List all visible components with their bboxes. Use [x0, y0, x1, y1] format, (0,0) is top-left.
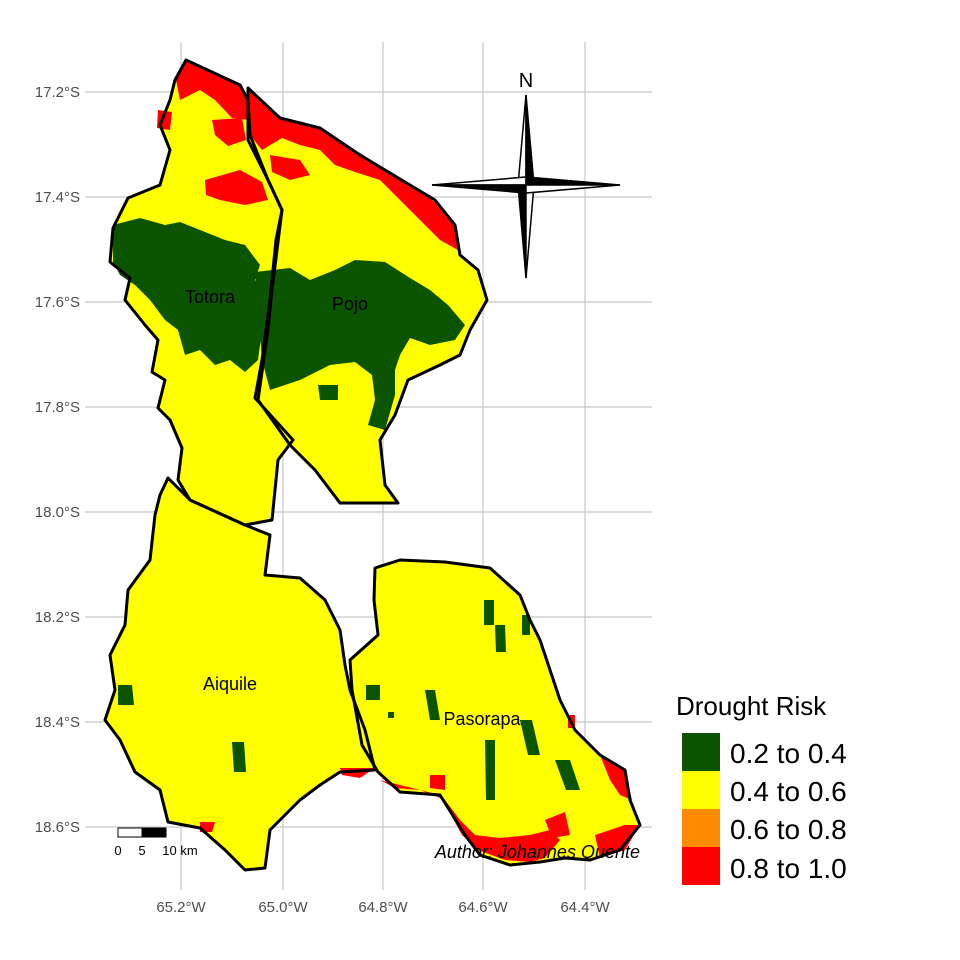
- y-tick-label: 18.4°S: [35, 714, 80, 731]
- scale-label: 0: [114, 843, 121, 858]
- y-tick-label: 17.2°S: [35, 84, 80, 101]
- border-pojo: [246, 86, 489, 505]
- y-tick-label: 17.6°S: [35, 294, 80, 311]
- risk-layer-high: [157, 60, 640, 862]
- low-risk-patch: [522, 615, 530, 635]
- region-label-aiquile: Aiquile: [203, 674, 257, 694]
- region-borders: [103, 58, 642, 872]
- region-label-pasorapa: Pasorapa: [443, 709, 521, 729]
- scale-label: 10 km: [162, 843, 197, 858]
- low-risk-patch: [388, 712, 394, 718]
- legend-swatch: [682, 809, 720, 847]
- north-arrow-icon: N: [431, 70, 621, 279]
- high-risk-patch: [205, 170, 268, 205]
- scale-bar: 0 5 10 km: [114, 827, 198, 858]
- high-risk-patch: [176, 60, 250, 120]
- high-risk-patch: [595, 825, 640, 858]
- high-risk-patch: [380, 780, 560, 862]
- region-aiquile-area: [105, 478, 375, 870]
- low-risk-patch: [318, 385, 338, 400]
- y-tick-label: 18.6°S: [35, 819, 80, 836]
- high-risk-patch: [410, 188, 450, 230]
- high-risk-patch: [600, 755, 632, 800]
- x-axis-labels: 65.2°W 65.0°W 64.8°W 64.6°W 64.4°W: [156, 899, 610, 916]
- low-risk-patch: [425, 690, 440, 720]
- legend-title: Drought Risk: [676, 691, 827, 721]
- legend-label: 0.2 to 0.4: [730, 738, 847, 769]
- border-pasorapa: [348, 558, 642, 867]
- low-risk-patch: [484, 600, 494, 625]
- north-label: N: [519, 70, 533, 92]
- x-tick-label: 65.2°W: [156, 899, 206, 916]
- low-risk-patch: [118, 685, 134, 705]
- x-tick-label: 64.6°W: [458, 899, 508, 916]
- legend-swatch: [682, 733, 720, 771]
- author-credit: Author: Johannes Quente: [434, 842, 640, 862]
- x-tick-label: 64.4°W: [560, 899, 610, 916]
- low-risk-patch: [555, 760, 580, 790]
- low-risk-patch: [520, 720, 540, 755]
- high-risk-patch: [545, 812, 570, 838]
- low-risk-patch: [485, 740, 495, 800]
- legend-label: 0.4 to 0.6: [730, 776, 847, 807]
- y-axis-labels: 17.2°S 17.4°S 17.6°S 17.8°S 18.0°S 18.2°…: [35, 84, 80, 836]
- legend-swatch: [682, 771, 720, 809]
- x-tick-label: 64.8°W: [358, 899, 408, 916]
- region-label-pojo: Pojo: [332, 294, 368, 314]
- y-tick-label: 18.2°S: [35, 609, 80, 626]
- scale-label: 5: [138, 843, 145, 858]
- low-risk-patch: [113, 218, 268, 372]
- high-risk-patch: [248, 90, 458, 250]
- low-risk-patch: [232, 742, 246, 772]
- border-aiquile: [103, 476, 377, 872]
- high-risk-patch: [430, 775, 445, 790]
- low-risk-patch: [495, 625, 506, 652]
- legend: Drought Risk 0.2 to 0.4 0.4 to 0.6 0.6 t…: [676, 691, 847, 885]
- x-tick-label: 65.0°W: [258, 899, 308, 916]
- risk-layer-low: [113, 218, 580, 800]
- legend-swatch: [682, 847, 720, 885]
- region-label-totora: Totora: [185, 287, 236, 307]
- high-risk-patch: [212, 118, 246, 146]
- y-tick-label: 18.0°S: [35, 504, 80, 521]
- high-risk-patch: [270, 155, 310, 180]
- low-risk-patch: [366, 685, 380, 700]
- legend-label: 0.8 to 1.0: [730, 853, 847, 884]
- y-tick-label: 17.8°S: [35, 399, 80, 416]
- y-tick-label: 17.4°S: [35, 189, 80, 206]
- low-risk-patch: [255, 260, 465, 430]
- legend-label: 0.6 to 0.8: [730, 814, 847, 845]
